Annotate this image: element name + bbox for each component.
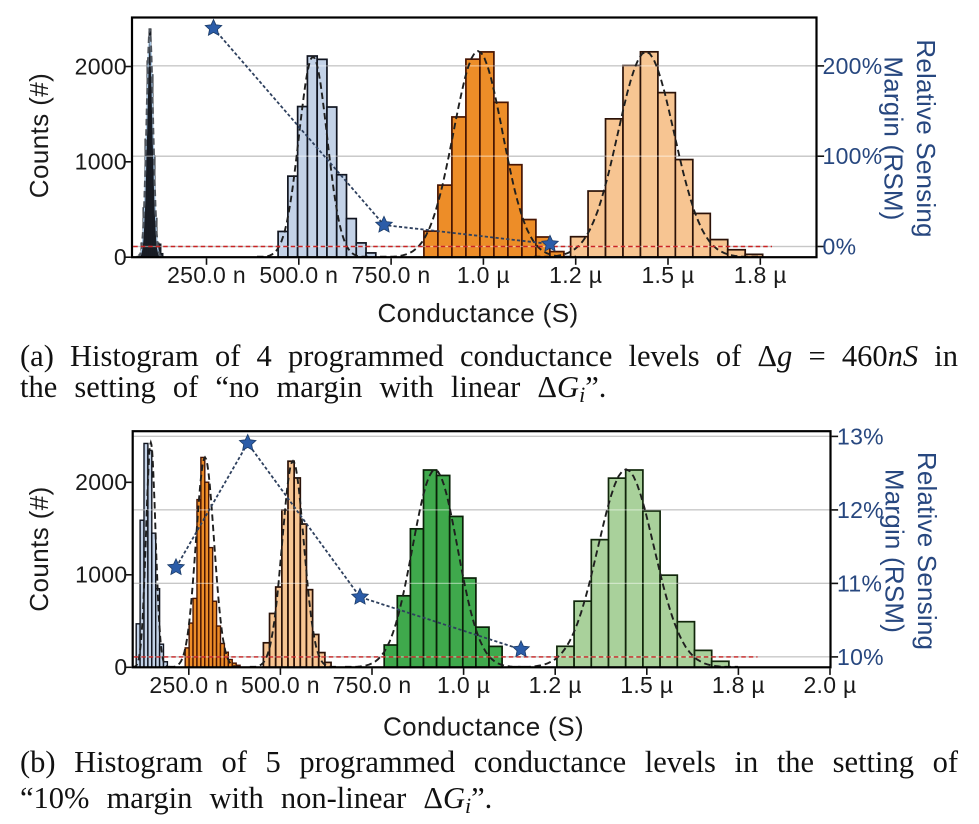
svg-text:2000: 2000 <box>75 53 127 79</box>
svg-text:200%: 200% <box>823 53 883 79</box>
svg-text:10%: 10% <box>837 644 884 670</box>
svg-text:Relative Sensing: Relative Sensing <box>911 39 941 237</box>
svg-text:2.0 µ: 2.0 µ <box>803 672 856 698</box>
svg-text:0: 0 <box>114 244 127 270</box>
svg-text:1.2 µ: 1.2 µ <box>529 672 582 698</box>
svg-text:Margin (RSM): Margin (RSM) <box>879 56 909 220</box>
svg-text:Conductance (S): Conductance (S) <box>383 712 584 742</box>
svg-text:11%: 11% <box>837 570 882 596</box>
svg-text:Conductance (S): Conductance (S) <box>377 298 578 328</box>
svg-text:0: 0 <box>114 654 127 680</box>
svg-text:100%: 100% <box>823 143 883 169</box>
svg-text:250.0 n: 250.0 n <box>167 262 246 288</box>
svg-text:1.2 µ: 1.2 µ <box>549 262 602 288</box>
svg-text:12%: 12% <box>837 497 884 523</box>
svg-text:Counts (#): Counts (#) <box>24 486 54 611</box>
svg-text:Counts (#): Counts (#) <box>24 73 54 198</box>
svg-text:1.5 µ: 1.5 µ <box>620 672 673 698</box>
svg-text:1000: 1000 <box>75 562 127 588</box>
svg-text:750.0 n: 750.0 n <box>352 262 431 288</box>
svg-text:500.0 n: 500.0 n <box>241 672 320 698</box>
svg-text:0%: 0% <box>823 233 857 259</box>
svg-text:1.0 µ: 1.0 µ <box>457 262 510 288</box>
svg-text:1.5 µ: 1.5 µ <box>641 262 694 288</box>
svg-text:1.8 µ: 1.8 µ <box>712 672 765 698</box>
svg-text:13%: 13% <box>837 423 884 449</box>
svg-text:2000: 2000 <box>75 469 127 495</box>
svg-text:250.0 n: 250.0 n <box>149 672 228 698</box>
svg-text:1000: 1000 <box>75 149 127 175</box>
svg-text:Relative Sensing: Relative Sensing <box>912 452 942 650</box>
svg-text:1.8 µ: 1.8 µ <box>734 262 787 288</box>
svg-text:1.0 µ: 1.0 µ <box>437 672 490 698</box>
svg-text:Margin (RSM): Margin (RSM) <box>880 469 910 633</box>
svg-text:500.0 n: 500.0 n <box>259 262 338 288</box>
svg-text:750.0 n: 750.0 n <box>333 672 412 698</box>
